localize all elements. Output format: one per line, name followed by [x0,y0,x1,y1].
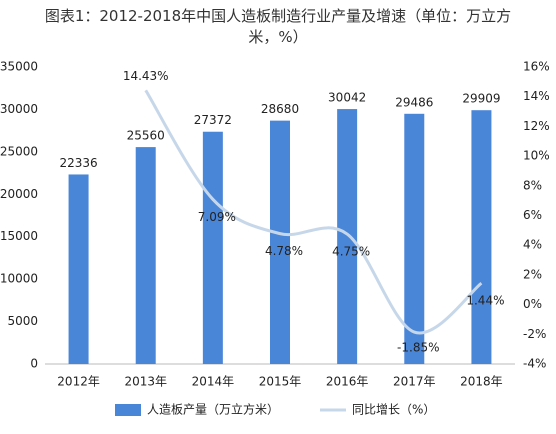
legend-swatch [115,404,141,416]
data-label: 29486 [395,95,433,109]
y2-tick-label: 10% [523,149,550,163]
x-tick-label: 2014年 [192,375,235,389]
bar [471,110,492,364]
x-tick-label: 2015年 [259,375,302,389]
bar [270,120,290,364]
y2-tick-label: 4% [523,238,542,252]
y2-tick-label: 8% [523,178,542,192]
y-tick-label: 30000 [0,102,38,116]
line [144,89,483,335]
x-tick-label: 2016年 [326,375,369,389]
y-tick-label: 5000 [7,314,38,328]
x-tick-label: 2013年 [124,375,167,389]
y-tick-label: 0 [30,357,38,371]
bar [337,109,358,364]
line-label: 1.44% [466,294,504,308]
y2-tick-label: 6% [523,208,542,222]
y-tick-label: 20000 [0,187,38,201]
data-label: 27372 [194,113,232,127]
data-label: 22336 [59,156,97,170]
y-tick-label: 25000 [0,144,38,158]
y2-tick-label: 14% [523,89,550,103]
data-label: 28680 [261,102,299,116]
data-label: 25560 [127,129,165,143]
chart-title: 图表1：2012-2018年中国人造板制造行业产量及增速（单位：万立方米，%） [44,7,512,46]
y2-tick-label: 0% [523,297,542,311]
x-tick-label: 2018年 [460,375,503,389]
bar [68,174,89,364]
line-label: 4.78% [265,244,303,258]
y2-tick-label: 12% [523,119,550,133]
line-label: -1.85% [397,341,439,355]
y2-tick-label: 16% [523,60,550,74]
legend-label: 同比增长（%） [352,403,435,417]
bar [404,113,425,365]
bar [202,131,223,364]
y2-tick-label: -2% [523,327,546,341]
line-label: 4.75% [332,245,370,259]
bar [135,147,156,364]
y2-tick-label: -4% [523,357,546,371]
data-label: 29909 [462,92,500,106]
line-label: 14.43% [123,69,169,83]
x-tick-label: 2012年 [57,375,100,389]
legend-label: 人造板产量（万立方米） [147,402,279,417]
y2-tick-label: 2% [523,267,542,281]
data-label: 30042 [328,91,366,105]
y-tick-label: 15000 [0,229,38,243]
x-tick-label: 2017年 [393,375,436,389]
y-tick-label: 35000 [0,60,38,74]
y-tick-label: 10000 [0,272,38,286]
line-label: 7.09% [198,210,236,224]
